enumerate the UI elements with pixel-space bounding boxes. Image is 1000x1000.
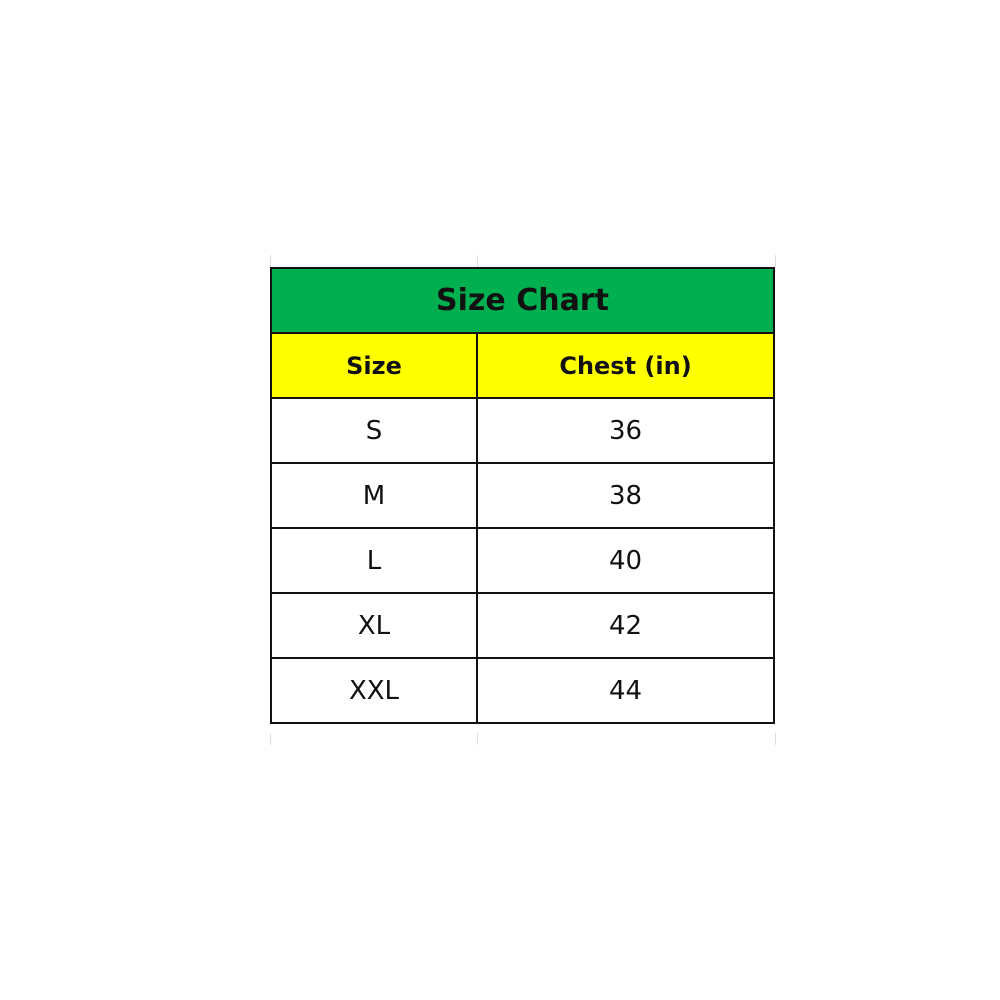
chest-cell: 38 <box>476 462 775 529</box>
chest-cell: 36 <box>476 397 775 464</box>
table-row: XL 42 <box>270 592 775 659</box>
table-row: L 40 <box>270 527 775 594</box>
column-header-chest: Chest (in) <box>476 332 775 399</box>
size-chart-table: Size Chart Size Chest (in) S 36 M 38 L 40 X… <box>270 267 775 724</box>
chest-cell: 44 <box>476 657 775 724</box>
column-header-size: Size <box>270 332 478 399</box>
size-cell: XXL <box>270 657 478 724</box>
gridline <box>775 255 776 267</box>
size-cell: S <box>270 397 478 464</box>
chest-cell: 42 <box>476 592 775 659</box>
table-row: S 36 <box>270 397 775 464</box>
size-cell: M <box>270 462 478 529</box>
table-title: Size Chart <box>270 267 775 334</box>
size-cell: XL <box>270 592 478 659</box>
table-row: XXL 44 <box>270 657 775 724</box>
gridline <box>477 255 478 267</box>
gridline <box>270 733 271 745</box>
gridline <box>477 733 478 745</box>
table-row: M 38 <box>270 462 775 529</box>
header-row: Size Chest (in) <box>270 332 775 399</box>
gridline <box>775 733 776 745</box>
title-row: Size Chart <box>270 267 775 334</box>
size-cell: L <box>270 527 478 594</box>
gridline <box>270 255 271 267</box>
chest-cell: 40 <box>476 527 775 594</box>
